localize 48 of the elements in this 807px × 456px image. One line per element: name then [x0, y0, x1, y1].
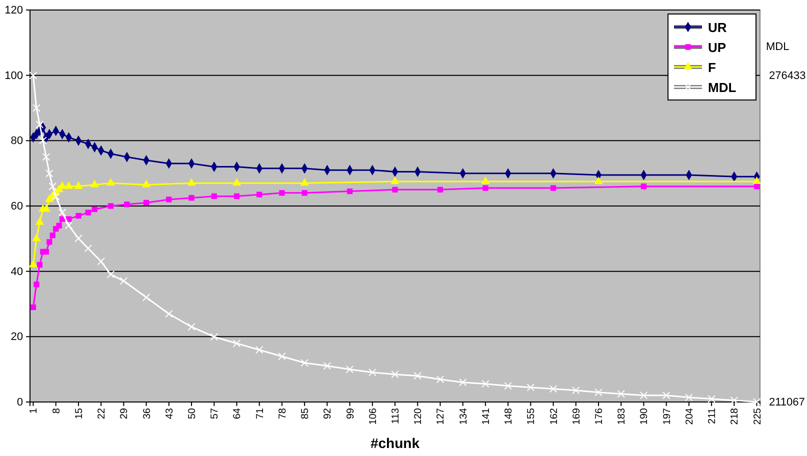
x-tick-label: 15 [74, 408, 85, 420]
legend-label: F [708, 60, 716, 75]
x-tick-label: 218 [730, 408, 741, 425]
legend-label: UR [708, 20, 728, 35]
x-tick-label: 197 [662, 408, 673, 425]
y-tick-label: 60 [10, 200, 23, 213]
y-tick-label: 0 [16, 396, 23, 409]
x-tick-label: 29 [119, 408, 130, 420]
x-tick-label: 127 [436, 408, 447, 425]
x-tick-label: 22 [96, 408, 108, 420]
x-tick-label: 134 [458, 408, 470, 425]
x-tick-label: 99 [345, 408, 356, 420]
x-tick-label: 204 [684, 408, 696, 425]
x-tick-label: 64 [232, 408, 244, 420]
x-tick-label: 8 [51, 408, 62, 414]
legend-label: MDL [708, 80, 736, 95]
x-tick-label: 148 [504, 408, 515, 425]
x-tick-label: 113 [390, 408, 402, 424]
x-tick-label: 169 [571, 408, 582, 425]
x-tick-label: 57 [210, 408, 221, 420]
y-tick-label: 20 [10, 331, 23, 344]
x-tick-label: 1 [28, 408, 40, 414]
x-axis-title: #chunk [370, 435, 420, 451]
y-tick-label: 40 [10, 266, 23, 278]
x-tick-label: 155 [526, 408, 538, 425]
x-tick-label: 43 [164, 408, 176, 420]
x-tick-label: 162 [548, 408, 560, 425]
x-tick-label: 71 [254, 408, 266, 420]
x-tick-label: 211 [707, 408, 718, 424]
y-tick-label: 100 [4, 70, 23, 82]
x-tick-label: 225 [752, 408, 764, 425]
x-tick-label: 120 [413, 408, 424, 425]
y2-tick-label: 276433 [769, 70, 806, 82]
y-tick-label: 120 [4, 4, 23, 17]
x-tick-label: 85 [300, 408, 312, 420]
x-tick-label: 78 [277, 408, 288, 420]
x-tick-label: 183 [616, 408, 628, 425]
y-tick-label: 80 [10, 135, 23, 148]
y2-axis-title: MDL [766, 41, 790, 53]
x-tick-label: 36 [142, 408, 153, 420]
x-tick-label: 92 [322, 408, 334, 420]
legend-label: UP [708, 40, 726, 55]
x-tick-label: 50 [187, 408, 198, 420]
x-tick-label: 141 [480, 408, 492, 425]
x-tick-label: 176 [594, 408, 605, 425]
y2-tick-label: 211067 [769, 396, 805, 409]
x-tick-label: 190 [639, 408, 650, 425]
x-tick-label: 106 [368, 408, 379, 425]
